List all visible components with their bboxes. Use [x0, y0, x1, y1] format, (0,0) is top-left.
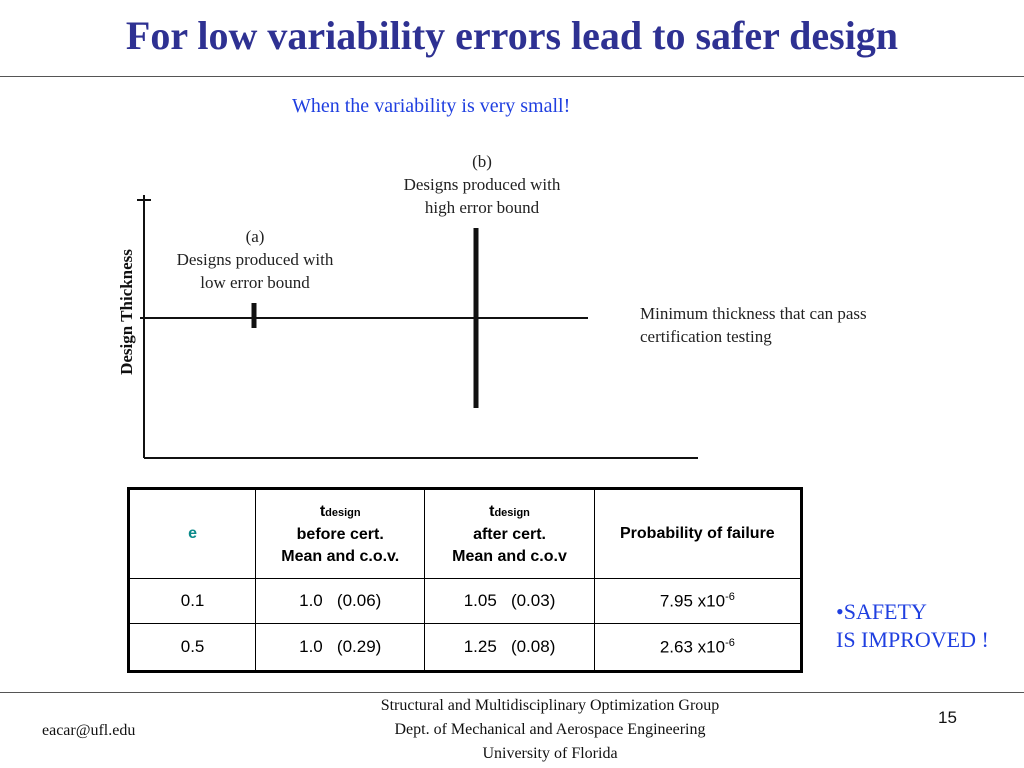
header-after-cert: tdesign after cert. Mean and c.o.v: [424, 488, 595, 579]
header-after-t: t: [489, 502, 495, 520]
table-header-row: e tdesign before cert. Mean and c.o.v. t…: [127, 488, 803, 579]
annotation-a-tag: (a): [245, 227, 265, 246]
cell-probability: 2.63 x10-6: [593, 623, 803, 672]
cell-before: 1.0 (0.29): [255, 623, 426, 672]
annotation-b-line2: high error bound: [424, 198, 540, 217]
annotation-b-tag: (b): [472, 152, 492, 171]
probability-value: 7.95 x10: [659, 591, 726, 611]
annotation-high-error: (b) Designs produced with high error bou…: [372, 150, 592, 219]
y-axis-label: Design Thickness: [117, 249, 136, 375]
slide-title: For low variability errors lead to safer…: [125, 13, 899, 58]
annotation-b-line1: Designs produced with: [403, 175, 561, 194]
header-probability: Probability of failure: [593, 488, 803, 579]
annotation-a-line2: low error bound: [200, 273, 310, 292]
safety-line2: IS IMPROVED !: [836, 627, 989, 652]
title-divider: [0, 76, 1024, 77]
annotation-low-error: (a) Designs produced with low error boun…: [150, 225, 360, 294]
footer-divider: [0, 692, 1024, 693]
annotation-min-line2: certification testing: [640, 327, 772, 346]
cell-after: 1.05 (0.03): [424, 577, 595, 625]
cell-after: 1.25 (0.08): [424, 623, 595, 672]
table-row: 0.5 1.0 (0.29) 1.25 (0.08) 2.63 x10-6: [127, 623, 803, 672]
header-before-sub: design: [325, 506, 361, 519]
cell-e: 0.1: [127, 577, 257, 625]
footer-email: eacar@ufl.edu: [42, 722, 136, 739]
thickness-diagram: [137, 195, 698, 459]
header-after-line2: Mean and c.o.v: [452, 547, 567, 565]
header-before-line2: Mean and c.o.v.: [281, 547, 400, 565]
header-after-line1: after cert.: [473, 525, 546, 543]
probability-exponent: -6: [725, 636, 735, 649]
header-after-sub: design: [494, 506, 530, 519]
footer-affiliation: Structural and Multidisciplinary Optimiz…: [300, 694, 800, 766]
header-before-line1: before cert.: [296, 525, 384, 543]
probability-exponent: -6: [725, 590, 735, 603]
header-error: e: [127, 488, 257, 579]
header-before-cert: tdesign before cert. Mean and c.o.v.: [255, 488, 426, 579]
results-table: e tdesign before cert. Mean and c.o.v. t…: [127, 487, 803, 673]
annotation-minimum-thickness: Minimum thickness that can pass certific…: [640, 302, 940, 348]
probability-value: 2.63 x10: [659, 637, 726, 657]
header-error-label: e: [188, 525, 197, 542]
header-before-t: t: [319, 502, 326, 520]
annotation-min-line1: Minimum thickness that can pass: [640, 304, 867, 323]
cell-e: 0.5: [127, 623, 257, 672]
footer-line1: Structural and Multidisciplinary Optimiz…: [380, 697, 720, 714]
footer-line2: Dept. of Mechanical and Aerospace Engine…: [394, 721, 706, 738]
table-row: 0.1 1.0 (0.06) 1.05 (0.03) 7.95 x10-6: [127, 577, 803, 625]
slide-subtitle: When the variability is very small!: [292, 95, 571, 117]
safety-line1: •SAFETY: [836, 599, 927, 624]
cell-probability: 7.95 x10-6: [593, 577, 803, 625]
cell-before: 1.0 (0.06): [255, 577, 426, 625]
page-number: 15: [938, 708, 957, 727]
annotation-a-line1: Designs produced with: [176, 250, 334, 269]
safety-callout: •SAFETY IS IMPROVED !: [836, 598, 989, 654]
header-probability-label: Probability of failure: [620, 525, 775, 542]
footer-line3: University of Florida: [482, 745, 618, 762]
